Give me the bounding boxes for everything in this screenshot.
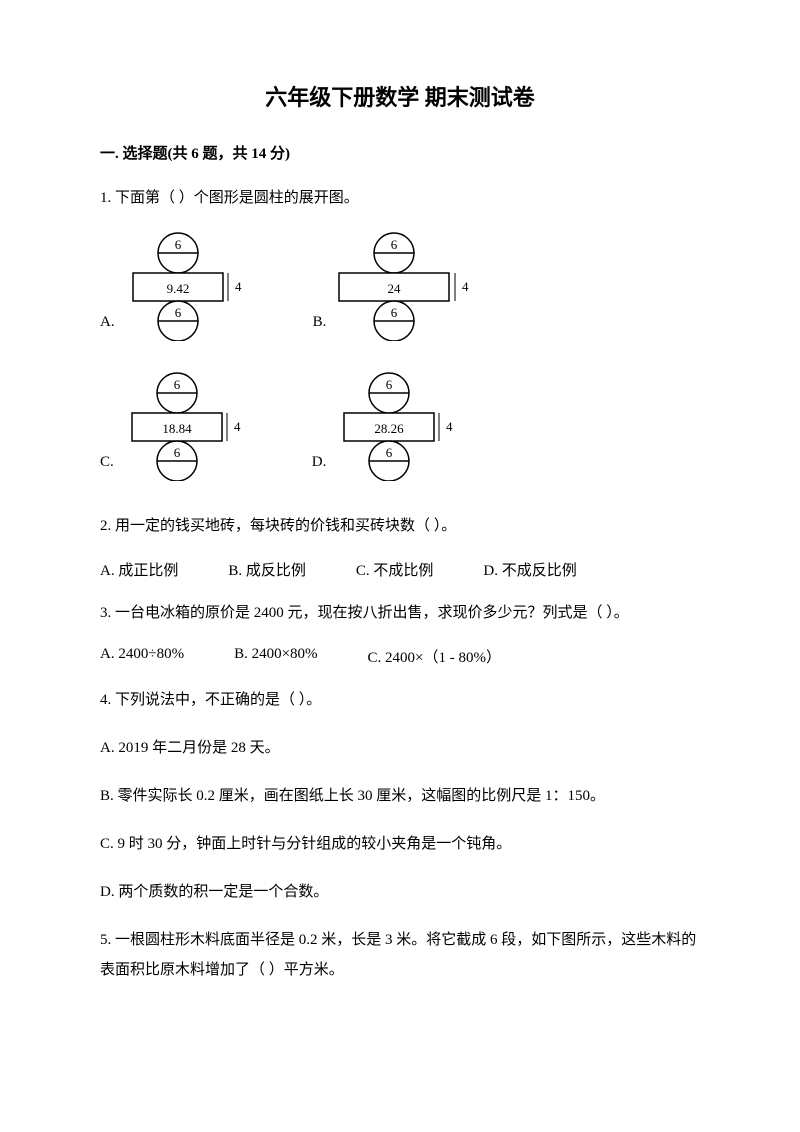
q3-option-b: B. 2400×80% <box>234 646 317 667</box>
q1-figures-row-1: A. 6 9.42 4 6 B. 6 24 4 6 <box>100 231 700 341</box>
question-4: 4. 下列说法中，不正确的是（ ）。 <box>100 685 700 715</box>
svg-text:6: 6 <box>391 237 398 252</box>
svg-text:28.26: 28.26 <box>375 421 405 436</box>
cylinder-net-a-icon: 6 9.42 4 6 <box>123 231 253 341</box>
q2-option-d: D. 不成反比例 <box>483 559 576 580</box>
q2-option-b: B. 成反比例 <box>228 559 306 580</box>
svg-text:6: 6 <box>174 445 181 460</box>
cylinder-net-b-icon: 6 24 4 6 <box>334 231 484 341</box>
svg-text:6: 6 <box>174 377 181 392</box>
q1-figures-row-2: C. 6 18.84 4 6 D. 6 28.26 4 6 <box>100 371 700 481</box>
cylinder-net-d-icon: 6 28.26 4 6 <box>334 371 464 481</box>
q4-option-d: D. 两个质数的积一定是一个合数。 <box>100 877 700 907</box>
svg-text:4: 4 <box>235 279 242 294</box>
question-5: 5. 一根圆柱形木料底面半径是 0.2 米，长是 3 米。将它截成 6 段，如下… <box>100 925 700 985</box>
svg-text:9.42: 9.42 <box>166 281 189 296</box>
question-2: 2. 用一定的钱买地砖，每块砖的价钱和买砖块数（ ）。 <box>100 511 700 541</box>
question-1: 1. 下面第（ ）个图形是圆柱的展开图。 <box>100 183 700 213</box>
svg-text:24: 24 <box>388 281 402 296</box>
svg-text:18.84: 18.84 <box>162 421 192 436</box>
svg-text:6: 6 <box>386 445 393 460</box>
q1-figure-d: D. 6 28.26 4 6 <box>312 371 465 481</box>
q4-option-b: B. 零件实际长 0.2 厘米，画在图纸上长 30 厘米，这幅图的比例尺是 1：… <box>100 781 700 811</box>
q4-option-c: C. 9 时 30 分，钟面上时针与分针组成的较小夹角是一个钝角。 <box>100 829 700 859</box>
q2-option-a: A. 成正比例 <box>100 559 178 580</box>
svg-text:6: 6 <box>391 305 398 320</box>
cylinder-net-c-icon: 6 18.84 4 6 <box>122 371 252 481</box>
svg-text:6: 6 <box>386 377 393 392</box>
svg-text:4: 4 <box>234 419 241 434</box>
q3-options: A. 2400÷80% B. 2400×80% C. 2400×（1 - 80%… <box>100 646 700 667</box>
q3-option-c: C. 2400×（1 - 80%） <box>368 646 501 667</box>
q1-figure-a: A. 6 9.42 4 6 <box>100 231 253 341</box>
svg-text:6: 6 <box>174 305 181 320</box>
q1-figure-a-label: A. <box>100 314 115 331</box>
page-title: 六年级下册数学 期末测试卷 <box>100 80 700 112</box>
svg-text:6: 6 <box>174 237 181 252</box>
q3-option-a: A. 2400÷80% <box>100 646 184 667</box>
q1-figure-c: C. 6 18.84 4 6 <box>100 371 252 481</box>
q4-option-a: A. 2019 年二月份是 28 天。 <box>100 733 700 763</box>
svg-text:4: 4 <box>446 419 453 434</box>
svg-text:4: 4 <box>462 279 469 294</box>
q2-options: A. 成正比例 B. 成反比例 C. 不成比例 D. 不成反比例 <box>100 559 700 580</box>
q1-figure-b-label: B. <box>313 314 327 331</box>
q1-figure-b: B. 6 24 4 6 <box>313 231 485 341</box>
q1-figure-c-label: C. <box>100 454 114 471</box>
section-header: 一. 选择题(共 6 题，共 14 分) <box>100 142 700 163</box>
question-3: 3. 一台电冰箱的原价是 2400 元，现在按八折出售，求现价多少元？列式是（ … <box>100 598 700 628</box>
q2-option-c: C. 不成比例 <box>356 559 434 580</box>
q1-figure-d-label: D. <box>312 454 327 471</box>
